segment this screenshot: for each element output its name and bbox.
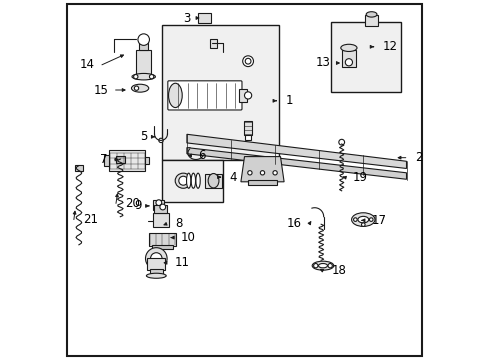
Circle shape [327,264,332,268]
Text: 11: 11 [174,256,189,269]
Bar [104,155,109,166]
Bar [109,150,145,171]
Text: 4: 4 [229,171,236,184]
Circle shape [345,59,352,66]
Text: 14: 14 [80,58,95,71]
Circle shape [134,86,139,90]
Bar [145,157,149,164]
Polygon shape [241,157,284,182]
Text: 10: 10 [181,231,195,244]
Bar [244,121,251,135]
Bar [75,165,83,171]
Bar [365,15,377,26]
Circle shape [145,248,167,269]
Circle shape [244,92,251,99]
FancyBboxPatch shape [167,81,242,110]
Ellipse shape [208,174,219,188]
Text: 12: 12 [382,40,397,53]
Ellipse shape [146,273,166,278]
Text: 18: 18 [331,264,346,277]
Bar [148,233,176,246]
Bar [154,205,167,213]
Text: 5: 5 [140,130,147,143]
Text: 21: 21 [82,213,98,226]
Bar [153,200,164,210]
Circle shape [156,200,162,206]
Bar [330,22,400,92]
Bar [149,269,163,276]
Circle shape [272,171,277,175]
Text: 19: 19 [352,171,367,184]
Ellipse shape [131,84,148,92]
Circle shape [247,171,251,175]
Bar [151,245,173,249]
Bar [341,50,355,67]
Ellipse shape [175,173,191,188]
Text: 1: 1 [285,94,292,107]
Polygon shape [186,134,406,168]
Circle shape [244,58,250,64]
Bar [239,89,246,102]
Ellipse shape [191,173,195,188]
Text: 20: 20 [125,197,140,210]
Text: 3: 3 [183,12,190,24]
Bar [153,213,169,227]
Text: 16: 16 [286,217,302,230]
Ellipse shape [351,213,374,226]
Bar [204,174,222,188]
Text: 17: 17 [371,214,386,227]
Ellipse shape [311,261,333,270]
Ellipse shape [340,44,356,51]
Bar [116,156,124,163]
Polygon shape [186,148,406,179]
Ellipse shape [168,83,182,108]
Text: 6: 6 [198,149,205,162]
Bar [162,25,278,160]
Bar [136,50,151,77]
Text: 2: 2 [414,151,422,164]
Ellipse shape [186,173,190,188]
Bar [147,258,165,270]
Ellipse shape [196,173,200,188]
Circle shape [260,171,264,175]
Ellipse shape [132,73,155,80]
Circle shape [150,253,162,264]
Bar [244,135,250,140]
Ellipse shape [366,12,376,17]
Text: 13: 13 [315,57,330,69]
Circle shape [133,75,138,79]
Circle shape [149,75,153,79]
Ellipse shape [318,264,327,268]
Bar [210,39,216,48]
Circle shape [353,218,356,221]
Text: 7: 7 [100,153,107,166]
Bar [197,13,211,23]
Bar [247,180,276,185]
Circle shape [188,148,190,150]
Text: 15: 15 [93,84,108,96]
Ellipse shape [242,56,253,67]
Ellipse shape [179,176,187,185]
Bar [139,41,148,50]
Circle shape [160,204,165,210]
Circle shape [313,264,317,268]
Circle shape [138,34,149,45]
Text: 8: 8 [175,217,183,230]
Bar [162,160,223,202]
Circle shape [368,218,372,221]
Ellipse shape [357,216,368,223]
Circle shape [361,223,365,226]
Text: 9: 9 [134,199,141,212]
Circle shape [338,139,344,145]
Circle shape [159,138,163,143]
